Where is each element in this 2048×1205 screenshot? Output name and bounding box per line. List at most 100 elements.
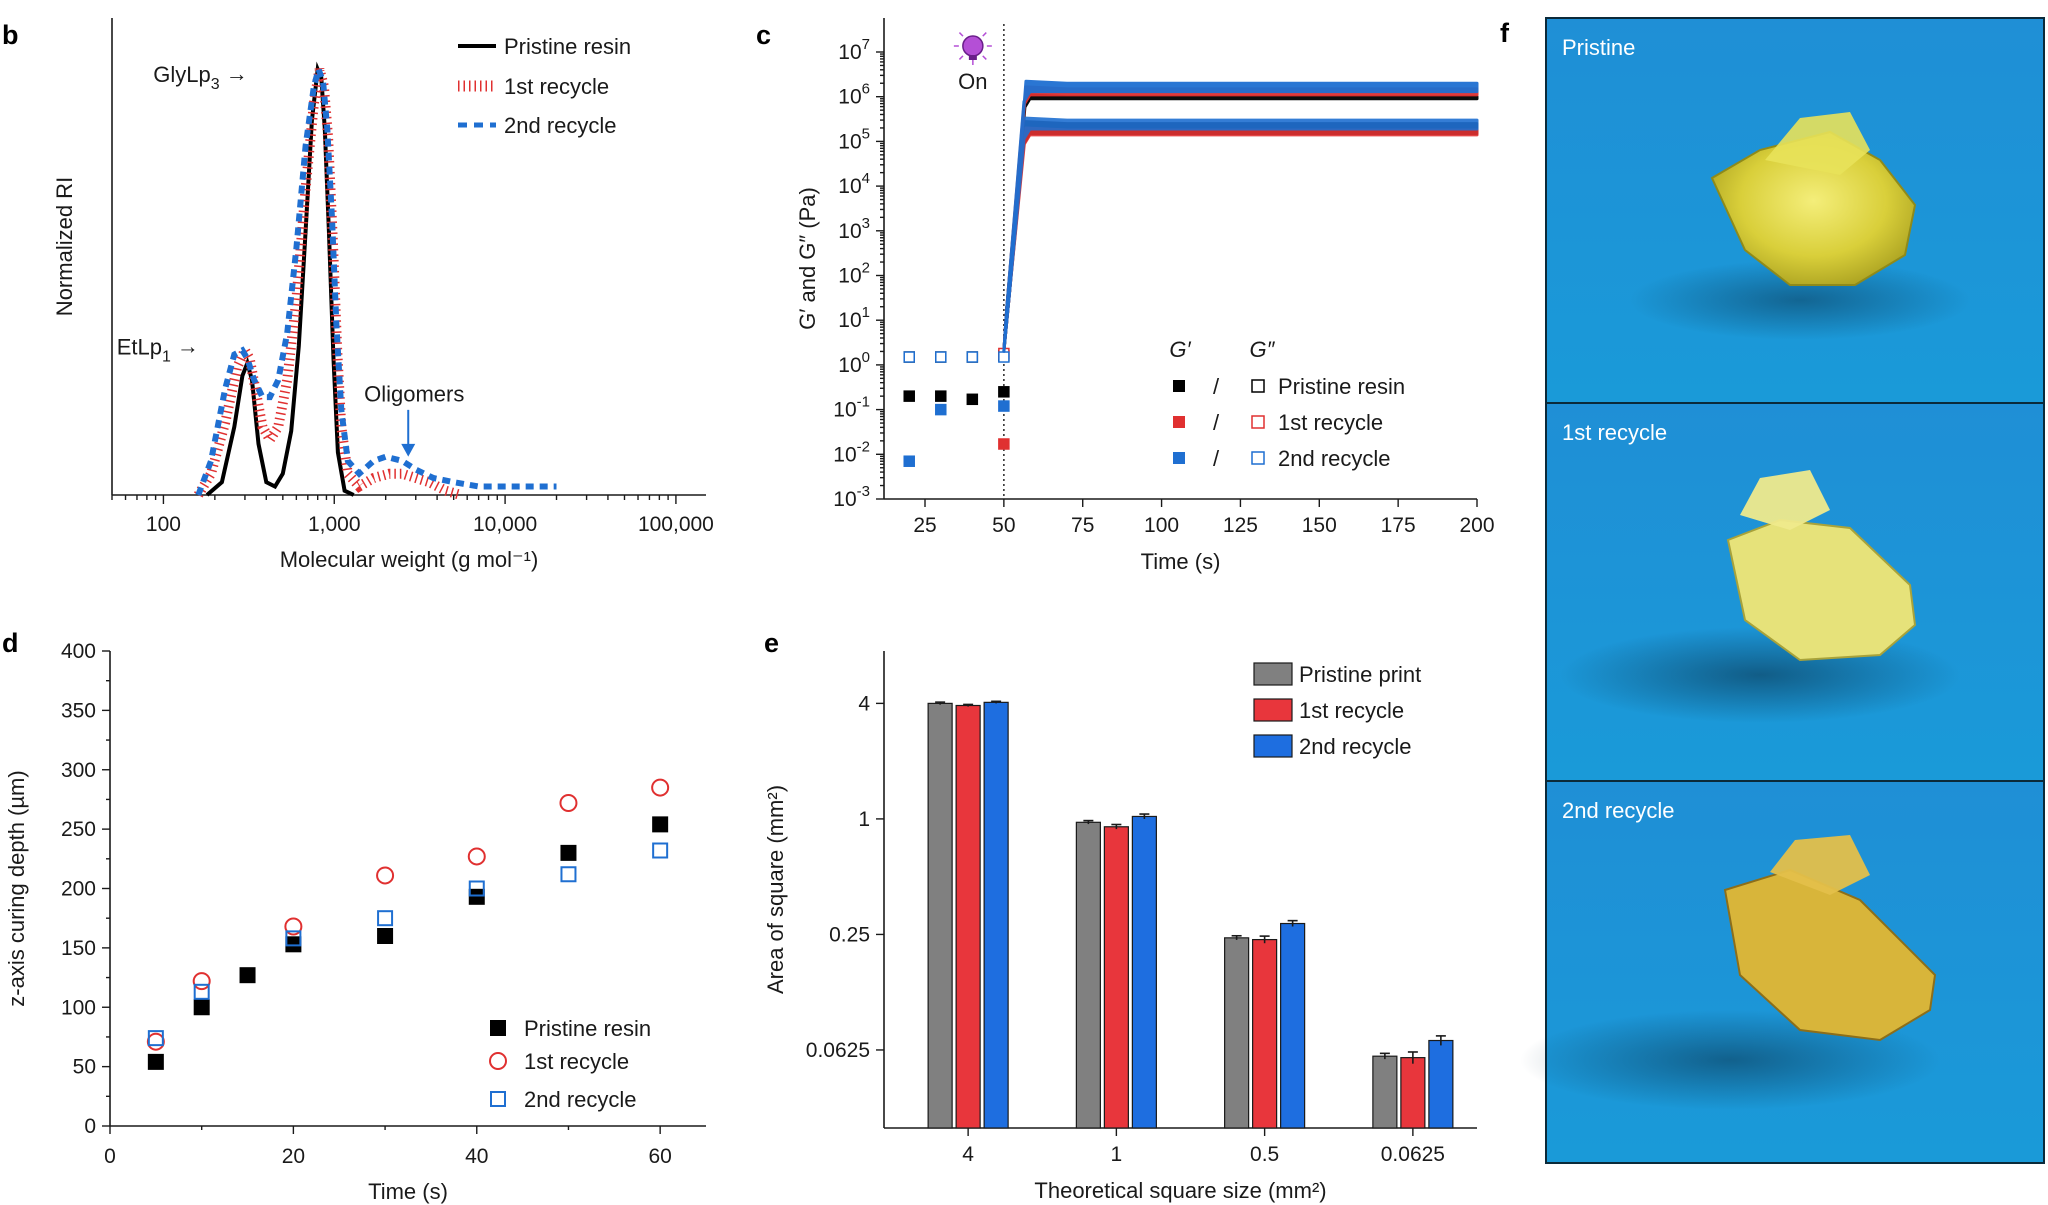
panel-c-x-tick-label: 50 bbox=[992, 514, 1015, 537]
panel-d-point-pristine bbox=[147, 1053, 164, 1070]
panel-b-legend-label-1: Pristine resin bbox=[504, 34, 631, 59]
panel-d-point-pristine bbox=[193, 999, 210, 1016]
panel-b-legend-label-2: 1st recycle bbox=[504, 74, 609, 99]
panel-b-chart: 100 1,000 10,000 100,000 Molecular weight (g… bbox=[52, 18, 714, 572]
panel-e-legend-label-2: 1st recycle bbox=[1299, 698, 1404, 723]
panel-letter-b: b bbox=[2, 20, 19, 50]
panel-e-legend-label-1: Pristine print bbox=[1299, 662, 1421, 687]
panel-c-x-tick-label: 25 bbox=[913, 514, 936, 537]
panel-c-series-band-4 bbox=[1002, 126, 1479, 353]
panel-d-point-pristine bbox=[468, 888, 485, 905]
panel-c-x-tick-label: 150 bbox=[1302, 514, 1337, 537]
panel-d-y-tick-label: 400 bbox=[61, 640, 96, 663]
panel-c-legend-gpp-marker-3 bbox=[1251, 451, 1265, 465]
panel-d-y-tick-label: 50 bbox=[73, 1056, 96, 1079]
panel-c-legend-gp-marker-3 bbox=[1173, 452, 1185, 464]
photo-label-2nd-recycle: 2nd recycle bbox=[1562, 798, 1675, 823]
panel-e-legend-swatch-1 bbox=[1253, 662, 1293, 686]
panel-b-series-line-3 bbox=[195, 59, 557, 497]
panel-b-x-tick-label: 10,000 bbox=[473, 513, 537, 536]
panel-d-x-tick-label: 20 bbox=[282, 1145, 305, 1168]
light-bulb-base bbox=[968, 55, 977, 60]
panel-c-legend-sep: / bbox=[1213, 410, 1220, 435]
panel-d-legend-marker-1 bbox=[490, 1020, 506, 1036]
panel-d-point-pristine bbox=[560, 844, 577, 861]
photo-label-pristine: Pristine bbox=[1562, 35, 1635, 60]
panel-c-point bbox=[998, 438, 1010, 450]
panel-d-point-1st-recycle bbox=[146, 1032, 165, 1051]
panel-d-y-tick-label: 200 bbox=[61, 878, 96, 901]
panel-c-y-tick-label: 103 bbox=[838, 215, 870, 243]
panel-b-x-tick-label: 100 bbox=[146, 513, 181, 536]
panel-d-point-2nd-recycle bbox=[285, 930, 302, 947]
panel-d-point-pristine bbox=[285, 936, 302, 953]
panel-c-point bbox=[903, 455, 915, 467]
panel-letter-f: f bbox=[1500, 18, 1510, 48]
panel-e-legend-swatch-3 bbox=[1253, 734, 1293, 758]
panel-d-point-2nd-recycle bbox=[560, 866, 577, 883]
panel-d-point-2nd-recycle bbox=[468, 880, 485, 897]
panel-e-y-tick-label: 1 bbox=[858, 808, 870, 831]
panel-c-point bbox=[998, 386, 1010, 398]
panel-f-photos: Pristine 1st recycle 2nd recycle bbox=[1520, 17, 2045, 1164]
panel-c-light-on-label: On bbox=[958, 69, 987, 94]
panel-e-chart: 0.0625 0.25 1 4 Theoretical square size (mm²… bbox=[763, 651, 1477, 1203]
panel-d-point-pristine bbox=[239, 967, 256, 984]
panel-c-legend-label-3: 2nd recycle bbox=[1278, 446, 1391, 471]
panel-b-x-label: Molecular weight (g mol⁻¹) bbox=[280, 547, 539, 572]
panel-c-x-tick-label: 75 bbox=[1071, 514, 1094, 537]
panel-e-x-tick-label: 0.5 bbox=[1250, 1143, 1279, 1166]
panel-c-series-band-5 bbox=[1002, 79, 1479, 353]
panel-c-x-tick-label: 100 bbox=[1144, 514, 1179, 537]
panel-c-y-tick-label: 10-2 bbox=[833, 438, 870, 466]
photo-1st-recycle: 1st recycle bbox=[1545, 402, 2045, 782]
panel-c-legend-header-gpp: G″ bbox=[1250, 337, 1276, 362]
panel-e-bar bbox=[1075, 821, 1101, 1129]
panel-c-y-tick-label: 107 bbox=[838, 36, 870, 64]
panel-e-x-label: Theoretical square size (mm²) bbox=[1034, 1178, 1326, 1203]
panel-c-series-band-2 bbox=[1002, 120, 1479, 353]
panel-e-y-tick-label: 4 bbox=[858, 692, 870, 715]
panel-c-y-tick-label: 105 bbox=[838, 125, 870, 153]
panel-e-bar bbox=[955, 704, 981, 1129]
panel-b-x-tick-label: 100,000 bbox=[638, 513, 714, 536]
photo-2nd-recycle: 2nd recycle bbox=[1520, 780, 2045, 1164]
panel-d-legend-label-3: 2nd recycle bbox=[524, 1087, 637, 1112]
light-bulb-ray bbox=[982, 55, 987, 60]
panel-d-x-label: Time (s) bbox=[368, 1179, 448, 1204]
panel-e-legend-label-3: 2nd recycle bbox=[1299, 734, 1412, 759]
panel-d-y-label: z-axis curing depth (µm) bbox=[4, 770, 29, 1006]
panel-d-y-tick-label: 350 bbox=[61, 699, 96, 722]
panel-d-point-2nd-recycle bbox=[377, 910, 394, 927]
panel-c-y-tick-label: 101 bbox=[838, 304, 870, 332]
annotation-glylp3: GlyLp3 bbox=[153, 62, 219, 93]
panel-e-bar bbox=[1372, 1055, 1398, 1129]
panel-d-y-tick-label: 0 bbox=[84, 1115, 96, 1138]
panel-c-point bbox=[935, 390, 947, 402]
panel-c-legend-gp-marker-1 bbox=[1173, 380, 1185, 392]
panel-d-y-tick-label: 300 bbox=[61, 759, 96, 782]
panel-b-series-line-1 bbox=[205, 61, 355, 497]
panel-d-x-tick-label: 0 bbox=[104, 1145, 116, 1168]
panel-e-x-tick-label: 4 bbox=[962, 1143, 974, 1166]
panel-d-point-pristine bbox=[652, 816, 669, 833]
photo-pristine: Pristine bbox=[1545, 17, 2045, 404]
panel-c-legend-sep: / bbox=[1213, 446, 1220, 471]
panel-d-y-tick-label: 100 bbox=[61, 996, 96, 1019]
panel-c-legend-gpp-marker-2 bbox=[1251, 415, 1265, 429]
panel-c-y-tick-label: 10-1 bbox=[833, 394, 870, 422]
panel-c-y-tick-label: 102 bbox=[838, 260, 870, 288]
panel-d-point-1st-recycle bbox=[284, 917, 303, 936]
panel-d-legend-label-1: Pristine resin bbox=[524, 1016, 651, 1041]
panel-d-point-1st-recycle bbox=[192, 972, 211, 991]
panel-d-chart: 0 50 100 150 200 250 300 350 400 0 20 40 60 Time (s) z… bbox=[4, 640, 706, 1204]
panel-letter-e: e bbox=[764, 628, 779, 658]
panel-c-x-tick-label: 175 bbox=[1381, 514, 1416, 537]
panel-d-y-tick-label: 150 bbox=[61, 937, 96, 960]
panel-c-legend-label-1: Pristine resin bbox=[1278, 374, 1405, 399]
panel-d-legend-marker-3 bbox=[490, 1091, 506, 1107]
annotation-oligomers-arrowhead bbox=[401, 443, 416, 457]
panel-c-point bbox=[966, 351, 979, 363]
panel-e-x-tick-label: 1 bbox=[1111, 1143, 1123, 1166]
